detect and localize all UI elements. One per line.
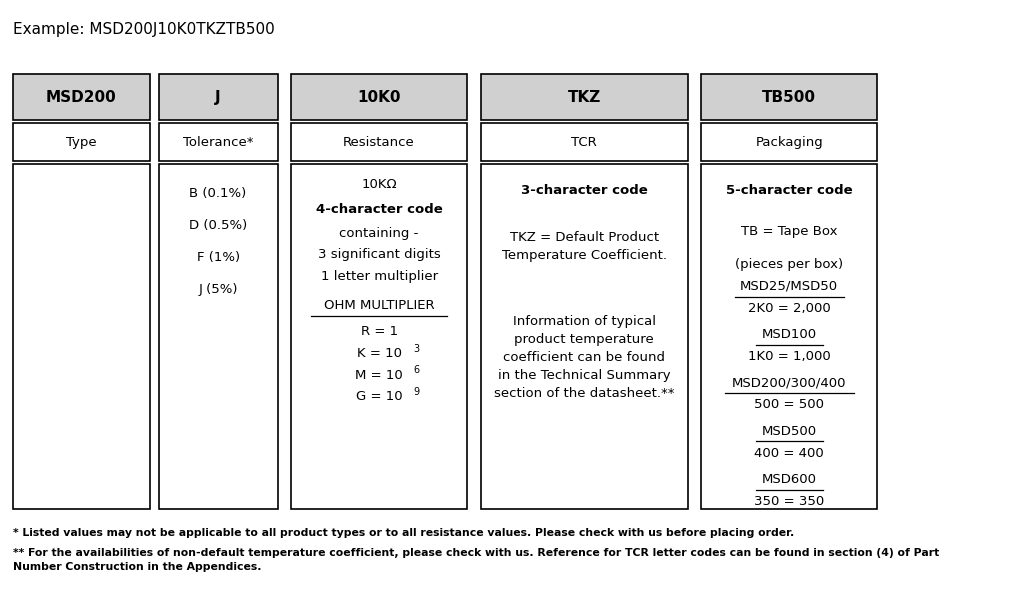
- Text: TKZ: TKZ: [567, 90, 600, 105]
- Text: 4-character code: 4-character code: [316, 203, 442, 216]
- Text: MSD200: MSD200: [46, 90, 117, 105]
- Text: Type: Type: [66, 135, 97, 148]
- Text: F (1%): F (1%): [196, 251, 240, 264]
- Text: M = 10: M = 10: [356, 369, 403, 382]
- Bar: [13, 123, 150, 161]
- Bar: [480, 164, 688, 509]
- Text: J (5%): J (5%): [198, 283, 237, 296]
- Text: Example: MSD200J10K0TKZTB500: Example: MSD200J10K0TKZTB500: [13, 22, 274, 37]
- Text: B (0.1%): B (0.1%): [189, 187, 247, 200]
- Text: (pieces per box): (pieces per box): [735, 259, 843, 272]
- Text: 5-character code: 5-character code: [726, 184, 852, 197]
- Text: 1K0 = 1,000: 1K0 = 1,000: [748, 350, 831, 363]
- Text: Packaging: Packaging: [756, 135, 823, 148]
- Text: 10KΩ: 10KΩ: [361, 178, 397, 191]
- Text: 400 = 400: 400 = 400: [755, 446, 824, 459]
- Bar: [158, 123, 278, 161]
- Text: TB = Tape Box: TB = Tape Box: [741, 225, 838, 238]
- Text: OHM MULTIPLIER: OHM MULTIPLIER: [324, 299, 435, 312]
- Text: Information of typical
product temperature
coefficient can be found
in the Techn: Information of typical product temperatu…: [493, 315, 674, 400]
- Bar: [158, 164, 278, 509]
- Bar: [291, 123, 468, 161]
- Text: MSD100: MSD100: [762, 328, 817, 341]
- Text: TKZ = Default Product
Temperature Coefficient.: TKZ = Default Product Temperature Coeffi…: [502, 231, 667, 262]
- Text: 2K0 = 2,000: 2K0 = 2,000: [748, 302, 831, 315]
- Bar: [13, 164, 150, 509]
- Text: 3 significant digits: 3 significant digits: [318, 248, 440, 261]
- Text: 3-character code: 3-character code: [521, 184, 648, 197]
- Text: MSD200/300/400: MSD200/300/400: [732, 376, 846, 389]
- Text: J: J: [215, 90, 221, 105]
- Bar: [480, 123, 688, 161]
- Text: G = 10: G = 10: [356, 391, 402, 403]
- Text: 10K0: 10K0: [358, 90, 401, 105]
- Text: K = 10: K = 10: [357, 348, 402, 360]
- Bar: [13, 74, 150, 120]
- Text: ** For the availabilities of non-default temperature coefficient, please check w: ** For the availabilities of non-default…: [13, 548, 940, 573]
- Text: MSD25/MSD50: MSD25/MSD50: [740, 280, 839, 293]
- Text: 6: 6: [413, 365, 419, 375]
- Text: R = 1: R = 1: [361, 325, 398, 338]
- Text: TCR: TCR: [572, 135, 597, 148]
- Text: Tolerance*: Tolerance*: [183, 135, 253, 148]
- Text: MSD600: MSD600: [762, 473, 817, 486]
- Bar: [480, 74, 688, 120]
- Bar: [291, 164, 468, 509]
- Text: containing -: containing -: [339, 227, 418, 240]
- Text: Resistance: Resistance: [343, 135, 415, 148]
- Text: 9: 9: [413, 387, 419, 397]
- Text: 1 letter multiplier: 1 letter multiplier: [321, 270, 438, 283]
- Text: 3: 3: [413, 344, 419, 354]
- Bar: [158, 74, 278, 120]
- Bar: [291, 74, 468, 120]
- Text: 350 = 350: 350 = 350: [755, 495, 824, 508]
- Bar: [701, 123, 878, 161]
- Text: TB500: TB500: [763, 90, 816, 105]
- Bar: [701, 74, 878, 120]
- Text: * Listed values may not be applicable to all product types or to all resistance : * Listed values may not be applicable to…: [13, 528, 795, 538]
- Text: 500 = 500: 500 = 500: [755, 398, 824, 412]
- Bar: [701, 164, 878, 509]
- Text: MSD500: MSD500: [762, 425, 817, 438]
- Text: D (0.5%): D (0.5%): [189, 219, 247, 232]
